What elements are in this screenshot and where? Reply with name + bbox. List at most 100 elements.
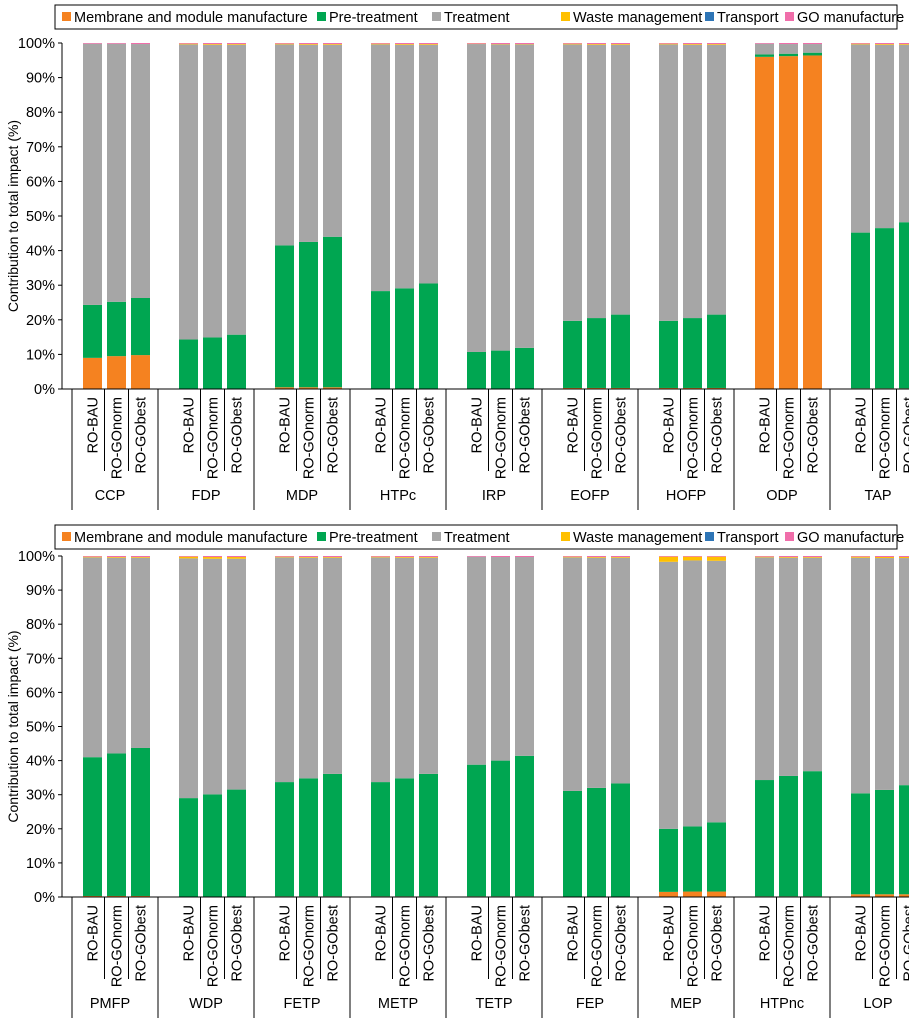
bar-segment — [683, 891, 702, 897]
bar-segment — [131, 43, 150, 45]
legend-swatch — [432, 12, 441, 21]
bar-segment — [227, 557, 246, 559]
x-tick-label: RO-BAU — [86, 905, 102, 961]
bar-segment — [491, 44, 510, 351]
bar-segment — [299, 557, 318, 558]
bar-segment — [275, 556, 294, 558]
bar-segment — [371, 557, 390, 783]
bar-segment — [587, 43, 606, 45]
x-tick-label: RO-GOnorm — [782, 397, 798, 479]
x-tick-label: RO-GOnorm — [206, 905, 222, 987]
bar-segment — [203, 44, 222, 338]
bar-segment — [83, 556, 102, 558]
bar-segment — [875, 44, 894, 45]
bar-segment — [131, 747, 150, 896]
bar-segment — [227, 556, 246, 558]
x-tick-label: RO-GObest — [326, 397, 342, 474]
bar-segment — [515, 755, 534, 897]
y-tick-label: 40% — [26, 244, 55, 260]
x-tick-label: RO-GObest — [518, 397, 534, 474]
bar-segment — [683, 387, 702, 389]
bar-segment — [899, 222, 909, 389]
bar-segment — [683, 318, 702, 388]
bar-segment — [419, 43, 438, 45]
bar-segment — [491, 43, 510, 45]
bar-segment — [131, 895, 150, 897]
bar-segment — [203, 557, 222, 559]
x-tick-label: RO-BAU — [758, 905, 774, 961]
legend-swatch — [317, 12, 326, 21]
bar-segment — [755, 557, 774, 781]
bar-segment — [83, 757, 102, 896]
category-label: FEP — [576, 996, 604, 1012]
bar-segment — [851, 43, 870, 45]
bar-segment — [179, 558, 198, 799]
bar-segment — [851, 556, 870, 558]
bar-segment — [563, 557, 582, 791]
bar-segment — [203, 558, 222, 795]
y-axis-top: 0% 10% 20% 30% 40% 50% 60% 70% 80% 90% 100% — [18, 36, 63, 398]
x-tick-label: RO-BAU — [854, 397, 870, 453]
y-tick-label: 30% — [26, 788, 55, 804]
bar-segment — [659, 43, 678, 44]
bar-segment — [659, 320, 678, 388]
y-tick-label: 60% — [26, 685, 55, 701]
x-tick-label: RO-GObest — [902, 397, 909, 474]
bar-segment — [683, 560, 702, 827]
bar-segment — [659, 387, 678, 389]
bar-segment — [611, 44, 630, 45]
category-label: HTPnc — [760, 996, 804, 1012]
category-label: FDP — [192, 488, 221, 504]
bar-segment — [203, 44, 222, 45]
y-axis-bottom: 0% 10% 20% 30% 40% 50% 60% 70% 80% 90% 100% — [18, 549, 63, 906]
x-tick-label: RO-GObest — [710, 905, 726, 982]
bar-segment — [419, 557, 438, 774]
bar-segment — [467, 43, 486, 44]
bar-segment — [107, 557, 126, 754]
bar-segment — [299, 44, 318, 45]
x-tick-label: RO-GObest — [422, 905, 438, 982]
bar-segment — [779, 56, 798, 389]
bar-segment — [491, 350, 510, 389]
x-tick-label: RO-GOnorm — [686, 397, 702, 479]
bar-segment — [491, 556, 510, 558]
y-tick-label: 40% — [26, 754, 55, 770]
legend-swatch — [561, 12, 570, 21]
category-label: LOP — [863, 996, 892, 1012]
bar-segment — [299, 387, 318, 389]
bar-segment — [755, 556, 774, 558]
bar-segment — [563, 43, 582, 44]
bar-segment — [275, 556, 294, 557]
category-label: TETP — [475, 996, 512, 1012]
bar-segment — [395, 557, 414, 779]
legend-swatch — [561, 532, 570, 541]
bar-segment — [179, 43, 198, 44]
bar-segment — [491, 760, 510, 897]
y-tick-label: 20% — [26, 822, 55, 838]
bar-segment — [659, 556, 678, 557]
bar-segment — [299, 43, 318, 45]
bar-segment — [659, 44, 678, 321]
bars-bottom — [83, 556, 909, 897]
bar-segment — [419, 557, 438, 558]
bar-segment — [707, 43, 726, 45]
bar-segment — [899, 894, 909, 897]
x-tick-label: RO-BAU — [662, 397, 678, 453]
bar-segment — [203, 337, 222, 389]
x-tick-label: RO-BAU — [470, 905, 486, 961]
x-tick-label: RO-GObest — [230, 905, 246, 982]
bar-segment — [107, 556, 126, 558]
bar-segment — [779, 53, 798, 57]
y-axis-label-top: Contribution to total impact (%) — [5, 120, 21, 312]
bar-segment — [899, 785, 909, 895]
x-tick-label: RO-BAU — [566, 397, 582, 453]
x-tick-label: RO-GOnorm — [878, 905, 894, 987]
bar-segment — [395, 44, 414, 289]
bar-segment — [179, 798, 198, 897]
bar-segment — [131, 556, 150, 558]
legend-swatch — [705, 532, 714, 541]
x-tick-label: RO-GOnorm — [302, 397, 318, 479]
y-tick-label: 50% — [26, 209, 55, 225]
legend-swatch — [785, 532, 794, 541]
